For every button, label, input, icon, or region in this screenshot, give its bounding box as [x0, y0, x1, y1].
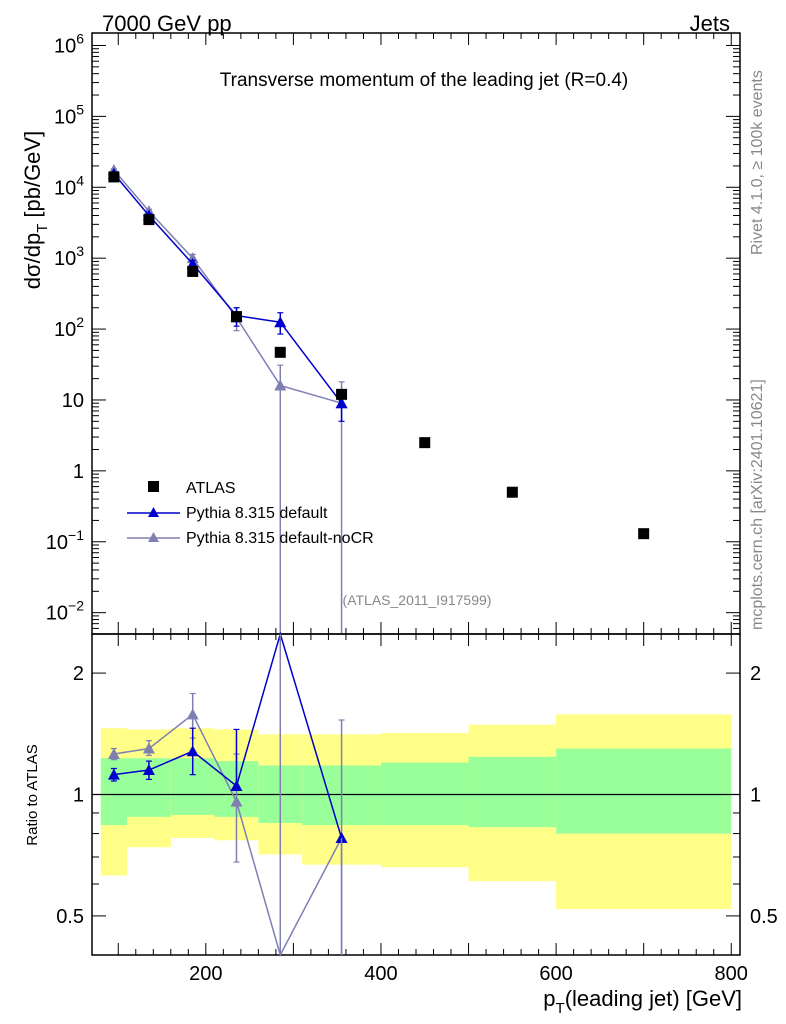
- main-ylabel: dσ/dpT [pb/GeV]: [20, 131, 51, 289]
- ratio-band-inner: [380, 762, 469, 826]
- x-tick-label: 600: [539, 963, 572, 985]
- x-axis-label-sub: T: [556, 1000, 565, 1017]
- ratio-line-default: [113, 631, 343, 839]
- x-axis-label-rest: (leading jet) [GeV]: [565, 986, 742, 1011]
- legend-marker-nocr: [148, 532, 159, 542]
- y-tick-label: 10−2: [46, 598, 84, 625]
- main-point-atlas: [143, 214, 155, 226]
- legend-marker-default: [148, 507, 159, 517]
- analysis-watermark: (ATLAS_2011_I917599): [343, 592, 492, 608]
- ratio-y-tick-label: 2: [73, 663, 84, 685]
- main-point-atlas: [419, 437, 431, 449]
- ratio-y-tick-label-right: 1: [750, 785, 761, 807]
- main-ylabel-text: dσ/dpT [pb/GeV]: [20, 131, 51, 289]
- y-tick-label: 104: [54, 172, 84, 199]
- ratio-point-nocr: [186, 708, 199, 720]
- main-ylabel-sub: T: [34, 224, 51, 233]
- ratio-point-default: [335, 832, 348, 844]
- ratio-line-nocr: [113, 713, 343, 958]
- y-tick-label: 105: [54, 101, 84, 128]
- x-tick-label: 800: [715, 963, 748, 985]
- main-point-atlas: [506, 486, 518, 498]
- main-line-nocr: [113, 169, 342, 404]
- ratio-point-nocr: [230, 795, 243, 807]
- ratio-point-default: [142, 764, 155, 776]
- main-point-nocr: [274, 379, 287, 391]
- ratio-point-nocr: [107, 748, 120, 760]
- legend-label-nocr: Pythia 8.315 default-noCR: [186, 530, 374, 547]
- header-left: 7000 GeV pp: [102, 11, 232, 36]
- ratio-y-tick-label: 1: [73, 785, 84, 807]
- ratio-point-nocr: [142, 742, 155, 754]
- ratio-y-tick-label-right: 0.5: [750, 906, 778, 928]
- legend-label-atlas: ATLAS: [186, 480, 236, 497]
- x-tick-label: 400: [364, 963, 397, 985]
- main-point-atlas: [638, 528, 650, 540]
- main-point-atlas: [108, 171, 120, 183]
- main-ylabel-unit: [pb/GeV]: [20, 131, 45, 218]
- ratio-ylabel: Ratio to ATLAS: [24, 744, 41, 845]
- y-tick-label: 103: [54, 243, 84, 270]
- x-axis-label: pT(leading jet) [GeV]: [543, 986, 742, 1017]
- main-ylabel-main: dσ/dp: [20, 233, 45, 289]
- y-tick-label: 1: [73, 461, 84, 483]
- ratio-band-inner: [556, 748, 732, 834]
- ratio-y-tick-label-right: 2: [750, 663, 761, 685]
- main-title: Transverse momentum of the leading jet (…: [220, 70, 629, 91]
- legend-marker-atlas: [148, 481, 159, 492]
- main-point-atlas: [230, 311, 242, 323]
- y-tick-label: 10−1: [46, 527, 84, 554]
- y-tick-label: 102: [54, 314, 84, 341]
- x-axis-label-p: p: [543, 986, 555, 1011]
- legend: ATLAS Pythia 8.315 default Pythia 8.315 …: [127, 480, 374, 547]
- rivet-version-text: Rivet 4.1.0, ≥ 100k events: [749, 70, 766, 255]
- main-point-atlas: [336, 388, 348, 400]
- header-right: Jets: [690, 11, 730, 36]
- legend-label-default: Pythia 8.315 default: [186, 505, 328, 522]
- ratio-point-default: [230, 779, 243, 791]
- ratio-y-tick-label: 0.5: [56, 906, 84, 928]
- y-tick-label: 106: [54, 30, 84, 57]
- ratio-panel: 200 400 600 800 0.5 0.5 1 1 2 2: [56, 631, 778, 985]
- main-point-atlas: [274, 346, 286, 358]
- y-tick-label: 10: [62, 390, 84, 412]
- main-point-default: [274, 316, 287, 328]
- main-line-default: [113, 173, 343, 404]
- ratio-point-default: [107, 768, 120, 780]
- mcplots-text: mcplots.cern.ch [arXiv:2401.10621]: [749, 379, 766, 630]
- ratio-point-default: [186, 745, 199, 757]
- ratio-band-inner: [468, 756, 557, 828]
- main-point-atlas: [187, 265, 199, 277]
- x-tick-label: 200: [189, 963, 222, 985]
- main-panel: 10−2 10−1 1 10 102 103 104 105 106: [46, 30, 741, 635]
- main-point-default: [335, 397, 348, 409]
